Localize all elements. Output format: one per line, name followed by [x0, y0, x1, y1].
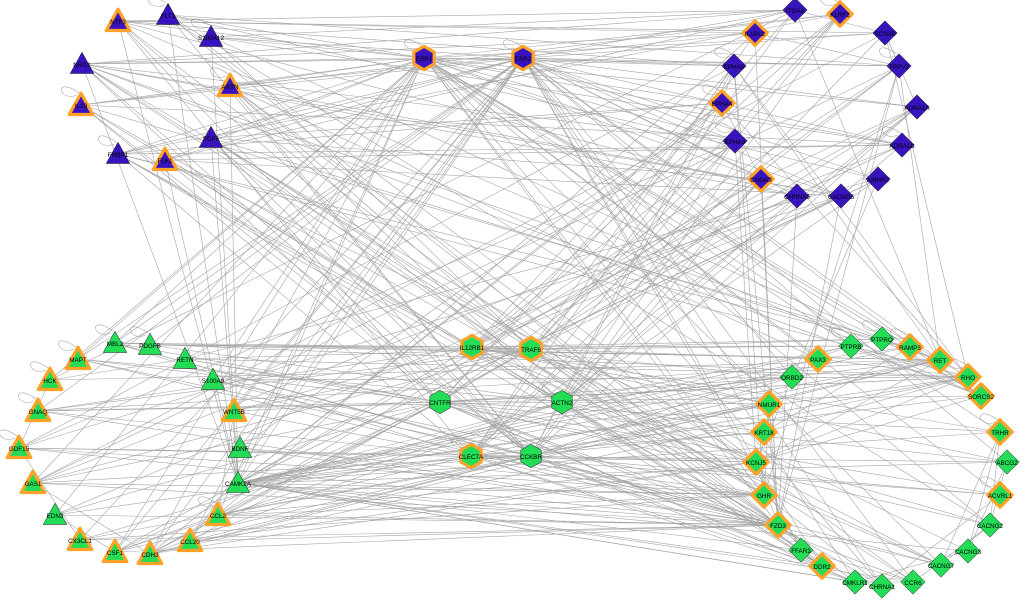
svg-text:RHO: RHO: [961, 375, 975, 382]
svg-text:FLT1: FLT1: [161, 13, 176, 20]
svg-text:RETN: RETN: [176, 357, 194, 364]
svg-text:FLK1: FLK1: [157, 158, 173, 165]
svg-text:AMHR2: AMHR2: [867, 177, 890, 184]
svg-text:ABCG2: ABCG2: [996, 460, 1018, 467]
svg-text:EPHA3: EPHA3: [725, 139, 746, 146]
svg-text:HCK: HCK: [43, 378, 57, 385]
svg-text:ARTN: ARTN: [221, 84, 238, 91]
svg-text:ADRA1A: ADRA1A: [904, 105, 930, 112]
svg-text:CHRNA5: CHRNA5: [784, 194, 810, 201]
svg-text:NRG1: NRG1: [73, 62, 91, 69]
svg-text:IL1RL2: IL1RL2: [745, 31, 766, 38]
svg-text:CNGA3: CNGA3: [750, 177, 772, 184]
svg-text:EDN3: EDN3: [47, 513, 64, 520]
svg-text:PTPRB: PTPRB: [841, 344, 862, 351]
svg-text:FNBP1: FNBP1: [108, 152, 129, 159]
svg-text:KLRF1: KLRF1: [830, 12, 850, 19]
svg-text:KCNJ5: KCNJ5: [746, 460, 766, 467]
svg-text:PDGFB: PDGFB: [139, 343, 161, 350]
svg-text:RET: RET: [934, 358, 947, 365]
svg-text:GNAQ: GNAQ: [29, 409, 48, 416]
svg-text:RAMP3: RAMP3: [899, 345, 921, 352]
svg-text:SCN3B: SCN3B: [875, 31, 896, 38]
svg-text:KRT18: KRT18: [754, 430, 774, 437]
svg-text:CCL2: CCL2: [210, 513, 227, 520]
svg-text:GHR: GHR: [757, 493, 771, 500]
svg-text:GAS1: GAS1: [25, 481, 42, 488]
svg-text:CNTFR: CNTFR: [429, 400, 451, 407]
svg-text:EPHA5: EPHA5: [724, 64, 745, 71]
svg-text:FFAR3: FFAR3: [791, 548, 811, 555]
svg-text:CSF1: CSF1: [107, 550, 124, 557]
svg-text:TRHR: TRHR: [991, 430, 1009, 437]
svg-text:CACNG3: CACNG3: [955, 549, 982, 556]
svg-text:CCKBR: CCKBR: [520, 454, 542, 461]
svg-text:EPHA4: EPHA4: [712, 101, 733, 108]
svg-text:CACNG7: CACNG7: [928, 563, 955, 570]
svg-text:CACNG5: CACNG5: [828, 194, 855, 201]
svg-text:CMKLR1: CMKLR1: [842, 580, 868, 587]
svg-text:NMUR1: NMUR1: [758, 402, 781, 409]
svg-text:FGF6: FGF6: [203, 136, 220, 143]
svg-text:CDH3: CDH3: [141, 552, 159, 559]
svg-text:ACVRL1: ACVRL1: [988, 493, 1013, 500]
svg-text:GDF15: GDF15: [9, 446, 30, 453]
svg-text:TRAF6: TRAF6: [521, 347, 541, 354]
svg-text:ORBD2: ORBD2: [781, 375, 803, 382]
svg-text:ADRA1B: ADRA1B: [889, 143, 914, 150]
svg-text:ESR1: ESR1: [416, 56, 433, 63]
svg-text:SORCS2: SORCS2: [968, 394, 994, 401]
svg-text:S100A9: S100A9: [202, 378, 225, 385]
svg-text:CLEC7A: CLEC7A: [459, 454, 484, 461]
svg-text:ESR2: ESR2: [515, 56, 532, 63]
svg-text:PTPRO: PTPRO: [871, 337, 893, 344]
svg-text:CHRNA1: CHRNA1: [869, 584, 895, 591]
svg-text:ITGA8: ITGA8: [786, 8, 805, 15]
svg-text:IL20: IL20: [75, 103, 88, 110]
svg-text:ACTN2: ACTN2: [552, 400, 573, 407]
svg-text:IL12RB1: IL12RB1: [460, 345, 485, 352]
svg-text:FZD3: FZD3: [770, 523, 786, 530]
svg-text:CAMK2A: CAMK2A: [225, 481, 252, 488]
svg-text:DDR2: DDR2: [813, 564, 831, 571]
svg-text:PAX3: PAX3: [810, 357, 826, 364]
svg-text:MBL2: MBL2: [107, 341, 124, 348]
svg-text:WNT5B: WNT5B: [223, 409, 245, 416]
svg-text:MAPT: MAPT: [69, 357, 87, 364]
svg-text:TRPV1: TRPV1: [889, 64, 910, 71]
svg-text:CCR6: CCR6: [904, 580, 922, 587]
svg-text:CACNG2: CACNG2: [977, 523, 1004, 530]
svg-text:BDNF: BDNF: [231, 446, 248, 453]
svg-text:CX3CL1: CX3CL1: [68, 538, 92, 545]
svg-text:S100A12: S100A12: [198, 35, 224, 42]
svg-text:NTF3: NTF3: [110, 19, 126, 26]
svg-text:CCL20: CCL20: [180, 539, 200, 546]
